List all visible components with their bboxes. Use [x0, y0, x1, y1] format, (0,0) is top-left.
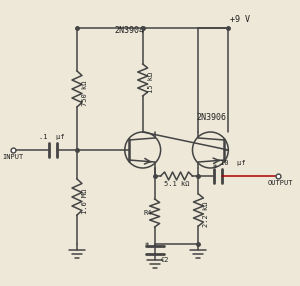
Text: 1.6 MΩ: 1.6 MΩ — [82, 188, 88, 214]
Text: .1  μf: .1 μf — [39, 134, 65, 140]
Text: 10  μf: 10 μf — [220, 160, 246, 166]
Text: +9 V: +9 V — [230, 15, 250, 24]
Text: 5.1 kΩ: 5.1 kΩ — [164, 181, 189, 187]
Text: INPUT: INPUT — [3, 154, 24, 160]
Text: *: * — [145, 242, 149, 251]
Text: 750 kΩ: 750 kΩ — [82, 80, 88, 106]
Text: C2: C2 — [160, 257, 169, 263]
Text: 15 kΩ: 15 kΩ — [148, 72, 154, 93]
Text: R4: R4 — [144, 210, 152, 216]
Text: 2N3906: 2N3906 — [196, 113, 226, 122]
Text: 2.2 kΩ: 2.2 kΩ — [203, 201, 209, 227]
Text: 2N3904: 2N3904 — [115, 26, 145, 35]
Text: *: * — [212, 164, 217, 173]
Text: OUTPUT: OUTPUT — [267, 180, 293, 186]
